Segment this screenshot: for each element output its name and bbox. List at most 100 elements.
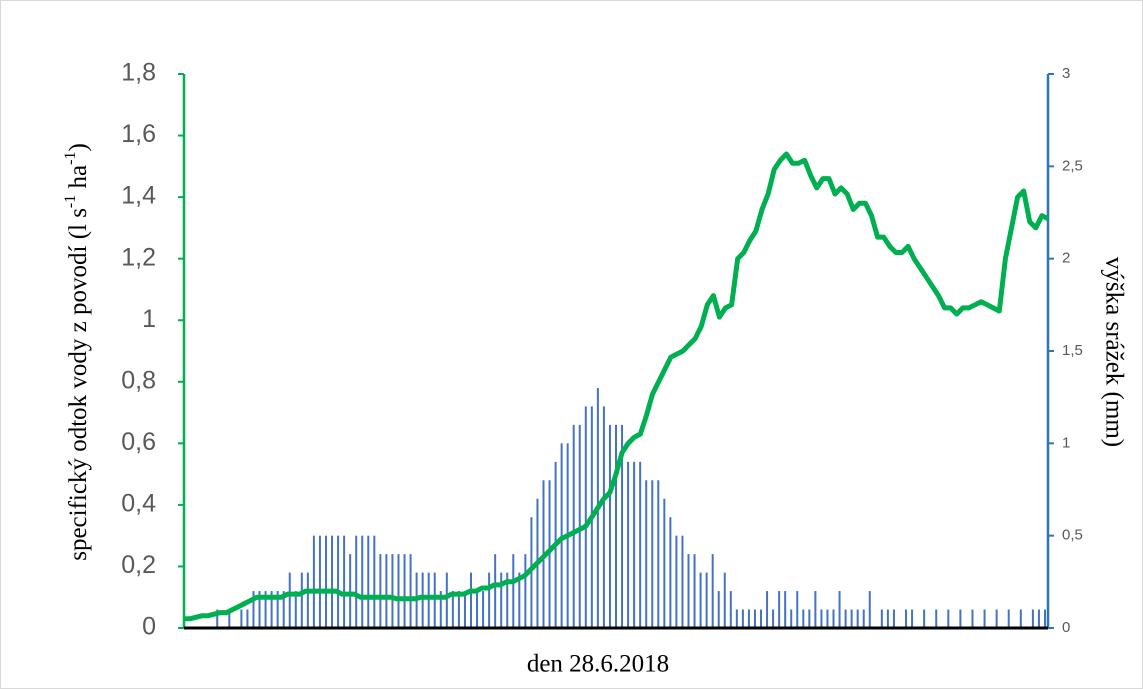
bar [367, 535, 370, 628]
bar [439, 591, 442, 628]
bar [627, 461, 630, 628]
bar [645, 480, 648, 628]
y-tick-label: 0 [142, 613, 156, 641]
bar [717, 591, 720, 628]
bar [778, 591, 781, 628]
y-tick-label: 0,2 [121, 551, 156, 579]
bar [735, 609, 738, 628]
y2-axis-title: výška srážek (mm) [1100, 257, 1127, 447]
bar [373, 535, 376, 628]
y-tick-label: 0,6 [121, 428, 156, 456]
bar [663, 498, 666, 628]
bar [518, 572, 521, 628]
bar [892, 609, 895, 628]
bar [832, 609, 835, 628]
bar [318, 535, 321, 628]
bar [784, 591, 787, 628]
y-tick-label: 1 [142, 305, 156, 333]
bar [723, 572, 726, 628]
bar [1043, 609, 1046, 628]
bar [258, 591, 261, 628]
bar [324, 535, 327, 628]
bar [494, 554, 497, 628]
bar [669, 517, 672, 628]
bar [711, 554, 714, 628]
y-axis-title-part: ) [65, 143, 92, 151]
y2-tick-label: 3 [1062, 65, 1070, 82]
bar [337, 535, 340, 628]
bar [856, 609, 859, 628]
bar [355, 535, 358, 628]
bar [886, 609, 889, 628]
y-axis-title-part: specifický odtok vody z povodí (l s [65, 208, 92, 561]
bar [572, 424, 575, 628]
bar [699, 572, 702, 628]
bar [331, 535, 334, 628]
bar [766, 591, 769, 628]
bar [433, 572, 436, 628]
bar [385, 554, 388, 628]
bar [639, 461, 642, 628]
bar [451, 591, 454, 628]
bar [391, 554, 394, 628]
bar [282, 591, 285, 628]
bar [772, 609, 775, 628]
bar [633, 461, 636, 628]
bar [608, 424, 611, 628]
y-tick-label: 1,2 [121, 243, 156, 271]
bar [675, 535, 678, 628]
bar [850, 609, 853, 628]
bar [826, 609, 829, 628]
bar [445, 572, 448, 628]
bar [602, 406, 605, 628]
bar [747, 609, 750, 628]
bar [264, 591, 267, 628]
bar [506, 572, 509, 628]
bar [911, 609, 914, 628]
bar [983, 609, 986, 628]
bar [288, 572, 291, 628]
bar [1007, 609, 1010, 628]
bar [657, 480, 660, 628]
y2-tick-label: 0 [1062, 619, 1070, 636]
y-tick-label: 1,4 [121, 182, 156, 210]
bar [796, 591, 799, 628]
bar [246, 609, 249, 628]
bar [524, 554, 527, 628]
bar [862, 609, 865, 628]
y-tick-label: 0,4 [121, 489, 156, 517]
bar [512, 554, 515, 628]
bar [729, 591, 732, 628]
bar [482, 591, 485, 628]
bar [808, 609, 811, 628]
bar [216, 609, 219, 628]
bar [379, 554, 382, 628]
bar [705, 572, 708, 628]
bar [615, 424, 617, 628]
y-axis-title-part: ha [65, 165, 92, 195]
bar [935, 609, 938, 628]
bar [923, 609, 926, 628]
bar [880, 609, 883, 628]
y-tick-label: 1,8 [121, 59, 156, 87]
bar [403, 554, 406, 628]
bar [838, 591, 841, 628]
bar [578, 424, 581, 628]
bar [427, 572, 430, 628]
bar [397, 554, 400, 628]
bar [1019, 609, 1022, 628]
bar [814, 591, 817, 628]
bar [530, 517, 533, 628]
bar [306, 572, 309, 628]
bar [844, 609, 847, 628]
bar [1037, 609, 1040, 628]
bar [621, 424, 624, 628]
bar [971, 609, 974, 628]
bar [476, 591, 479, 628]
y2-tick-label: 1 [1062, 434, 1070, 451]
bar [1031, 609, 1034, 628]
bar [905, 609, 908, 628]
bar [687, 554, 690, 628]
